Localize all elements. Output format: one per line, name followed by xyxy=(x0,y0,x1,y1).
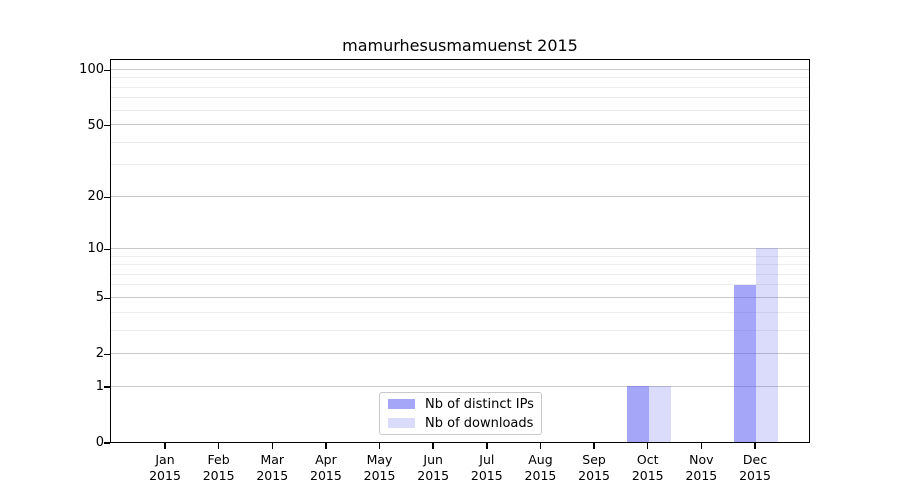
y-tick-mark xyxy=(104,69,110,72)
gridline-minor xyxy=(111,164,809,166)
gridline-major xyxy=(111,68,809,70)
legend-entry-downloads: Nb of downloads xyxy=(388,415,533,431)
y-tick-label: 2 xyxy=(95,346,104,362)
bar-downloads-oct xyxy=(648,386,671,442)
gridline-minor xyxy=(111,97,809,99)
legend-entry-distinct-ips: Nb of distinct IPs xyxy=(388,396,534,412)
x-tick-label-apr: Apr 2015 xyxy=(310,452,342,483)
x-tick-mark xyxy=(164,443,166,449)
x-tick-mark xyxy=(700,443,703,449)
legend-swatch-distinct-ips xyxy=(388,399,415,409)
x-tick-label-sep: Sep 2015 xyxy=(578,452,610,483)
y-tick-mark xyxy=(104,124,110,127)
legend-label-downloads: Nb of downloads xyxy=(425,415,534,431)
gridline-minor xyxy=(111,273,809,275)
gridline-minor xyxy=(111,86,809,88)
gridline-minor xyxy=(111,77,809,79)
x-tick-mark xyxy=(647,443,649,449)
legend: Nb of distinct IPs Nb of downloads xyxy=(379,392,542,435)
y-tick-label: 5 xyxy=(95,290,104,306)
x-tick-mark xyxy=(539,443,542,449)
y-tick-label: 50 xyxy=(87,117,104,133)
x-tick-mark xyxy=(325,443,327,449)
x-tick-label-feb: Feb 2015 xyxy=(202,452,235,483)
gridline-major xyxy=(111,352,809,354)
x-tick-label-oct: Oct 2015 xyxy=(631,452,664,483)
gridline-minor xyxy=(111,284,809,286)
x-tick-mark xyxy=(378,443,381,449)
x-tick-mark xyxy=(432,443,434,449)
gridline-minor xyxy=(111,141,809,143)
legend-label-distinct-ips: Nb of distinct IPs xyxy=(425,396,534,412)
bar-distinct-ips-oct xyxy=(626,386,649,442)
x-tick-label-dec: Dec 2015 xyxy=(739,452,771,483)
x-tick-label-aug: Aug 2015 xyxy=(524,452,557,483)
y-tick-label: 100 xyxy=(79,62,104,78)
chart-title: mamurhesusmamuenst 2015 xyxy=(342,36,578,55)
x-tick-mark xyxy=(217,443,220,449)
gridline-major xyxy=(111,296,809,298)
y-tick-label: 10 xyxy=(87,241,104,257)
y-tick-label: 20 xyxy=(87,189,104,205)
x-tick-label-jul: Jul 2015 xyxy=(470,452,503,483)
legend-swatch-downloads xyxy=(388,418,415,428)
gridline-major xyxy=(111,195,809,197)
bar-downloads-dec xyxy=(756,248,778,442)
gridline-minor xyxy=(111,329,809,331)
y-tick-mark xyxy=(104,386,110,388)
x-tick-mark xyxy=(754,443,756,449)
gridline-major xyxy=(111,124,809,126)
x-tick-mark xyxy=(486,443,488,449)
gridline-minor xyxy=(111,264,809,266)
y-tick-mark xyxy=(104,297,110,300)
y-tick-mark xyxy=(104,248,110,251)
x-tick-label-nov: Nov 2015 xyxy=(685,452,718,483)
gridline-major xyxy=(111,385,809,387)
x-tick-mark xyxy=(271,443,273,449)
x-tick-label-jan: Jan 2015 xyxy=(149,452,181,483)
x-tick-label-jun: Jun 2015 xyxy=(417,452,450,483)
gridline-minor xyxy=(111,109,809,111)
bar-distinct-ips-dec xyxy=(734,284,756,442)
gridline-minor xyxy=(111,255,809,257)
x-tick-label-may: May 2015 xyxy=(363,452,396,483)
plot-area: Nb of distinct IPs Nb of downloads xyxy=(110,59,810,443)
y-tick-label: 1 xyxy=(95,379,104,395)
x-tick-label-mar: Mar 2015 xyxy=(256,452,289,483)
y-tick-label: 0 xyxy=(95,435,104,450)
x-tick-mark xyxy=(593,443,595,449)
y-tick-mark xyxy=(104,442,110,444)
gridline-minor xyxy=(111,311,809,313)
gridline-major xyxy=(111,247,809,249)
y-tick-mark xyxy=(104,196,110,198)
y-tick-mark xyxy=(104,353,110,355)
